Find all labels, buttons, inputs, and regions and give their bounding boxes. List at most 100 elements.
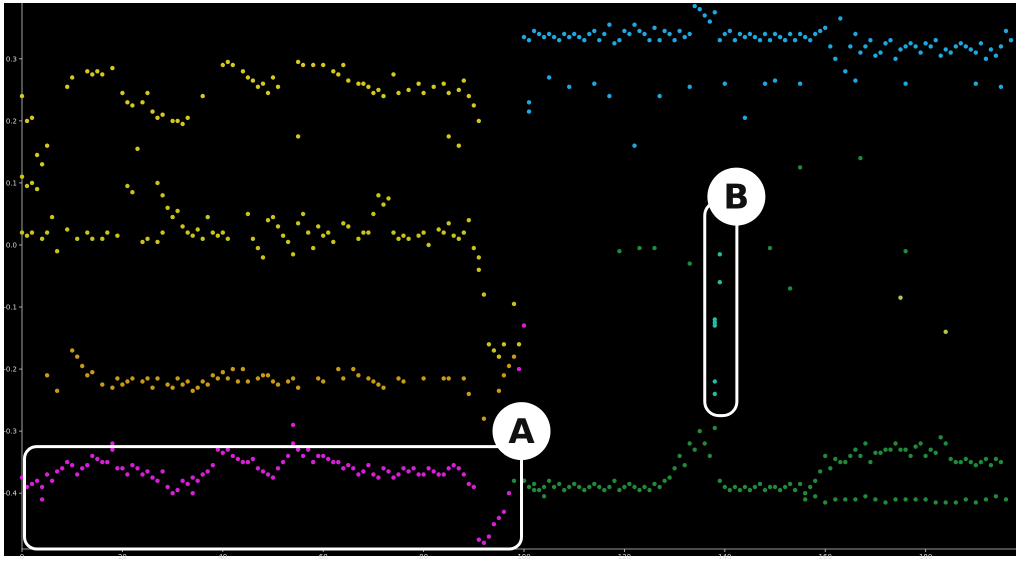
data-point [275, 466, 281, 471]
data-point [150, 109, 155, 114]
data-point [511, 301, 517, 307]
data-point [797, 81, 803, 86]
data-point [100, 236, 105, 241]
data-point [858, 50, 863, 55]
data-point [371, 211, 376, 217]
data-point [582, 38, 587, 43]
data-point [662, 478, 667, 483]
data-point [110, 447, 115, 452]
data-point [903, 447, 908, 452]
data-point [75, 472, 80, 477]
data-point [948, 50, 953, 55]
data-point [180, 382, 185, 387]
data-point [562, 487, 567, 493]
data-point [200, 236, 205, 241]
data-point [230, 62, 235, 68]
callout-b-label: B [723, 178, 749, 218]
data-point [341, 221, 346, 226]
data-point [797, 481, 803, 487]
data-point [461, 376, 466, 381]
data-point [863, 494, 868, 499]
data-point [707, 19, 712, 24]
data-point [381, 202, 386, 207]
data-point [803, 34, 808, 40]
data-point [883, 500, 888, 505]
data-point [893, 56, 898, 61]
data-point [275, 224, 281, 229]
data-point [471, 245, 476, 251]
data-point [752, 484, 758, 490]
data-point [551, 34, 557, 40]
data-point [245, 75, 251, 80]
data-point [95, 456, 100, 462]
data-point [210, 463, 215, 468]
data-point [938, 435, 943, 440]
data-point [657, 93, 662, 99]
data-point [506, 491, 512, 496]
data-point [647, 487, 652, 493]
data-point [933, 38, 938, 43]
data-point [782, 484, 788, 490]
data-point [170, 214, 175, 220]
data-point [130, 463, 135, 468]
data-point [486, 342, 492, 347]
data-point [772, 78, 778, 83]
data-point [280, 459, 286, 465]
data-point [697, 7, 702, 12]
data-point [998, 459, 1004, 465]
data-point [526, 484, 532, 490]
data-point [140, 472, 145, 477]
data-point [637, 487, 642, 493]
data-point [356, 81, 361, 86]
data-point [516, 342, 522, 347]
data-point [220, 450, 225, 455]
data-point [431, 84, 436, 90]
data-point [155, 115, 160, 121]
callout-b-badge [707, 167, 766, 226]
data-point [983, 497, 989, 502]
data-point [828, 44, 833, 49]
data-point [863, 44, 868, 49]
data-point [321, 453, 326, 459]
data-point [637, 28, 642, 34]
data-point [240, 459, 246, 465]
data-point [642, 31, 647, 37]
data-point [577, 34, 582, 40]
data-point [697, 428, 702, 434]
data-point [175, 118, 180, 124]
data-point [762, 487, 768, 493]
data-point [260, 373, 266, 378]
data-point [973, 463, 978, 468]
data-point [255, 466, 261, 471]
data-point [446, 90, 451, 96]
data-point [476, 118, 481, 124]
x-tick-label: 160 [819, 553, 832, 561]
data-point [85, 230, 90, 235]
data-point [978, 459, 984, 465]
data-point [160, 112, 165, 117]
data-point [44, 472, 50, 477]
data-point [903, 81, 908, 86]
data-point [44, 373, 50, 378]
data-point [260, 255, 266, 260]
data-point [541, 34, 547, 40]
data-point [692, 3, 697, 9]
series-6 [712, 252, 722, 397]
data-point [592, 28, 597, 34]
data-point [300, 62, 306, 68]
data-point [155, 180, 160, 186]
data-point [130, 376, 135, 381]
data-point [371, 90, 376, 96]
data-point [712, 317, 717, 322]
data-point [531, 481, 537, 487]
data-point [853, 497, 858, 502]
data-point [270, 75, 276, 80]
data-point [436, 472, 441, 477]
data-point [275, 382, 281, 387]
data-point [777, 34, 783, 40]
data-point [406, 87, 411, 93]
data-point [456, 236, 461, 241]
data-point [456, 87, 461, 93]
data-point [19, 174, 25, 179]
